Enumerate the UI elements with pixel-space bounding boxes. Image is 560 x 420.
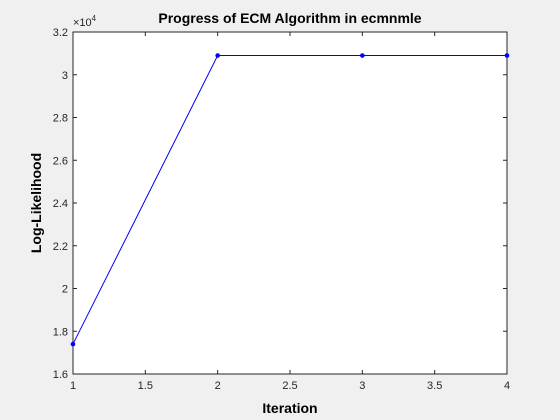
data-point xyxy=(504,53,510,58)
y-tick-label: 2.8 xyxy=(53,113,68,125)
y-axis-label: Log-Likelihood xyxy=(28,153,44,253)
x-tick-label: 1 xyxy=(70,380,76,392)
x-tick-label: 4 xyxy=(504,380,510,392)
y-tick-label: 2.4 xyxy=(53,198,68,210)
y-tick-label: 3.2 xyxy=(53,27,68,39)
data-point xyxy=(215,53,220,58)
series-layer xyxy=(70,53,510,347)
x-tick-label: 1.5 xyxy=(138,380,153,392)
y-tick-label: 3 xyxy=(62,70,68,82)
x-tick-label: 3.5 xyxy=(427,380,442,392)
x-axis-label: Iteration xyxy=(262,400,317,416)
y-exponent-base: ×10 xyxy=(73,17,92,29)
chart-title: Progress of ECM Algorithm in ecmnmle xyxy=(158,10,421,26)
y-tick-label: 2 xyxy=(62,284,68,296)
plot-area xyxy=(72,31,508,375)
y-axis-ticks: 1.6 1.8 2 2.2 2.4 2.6 2.8 3 3.2 xyxy=(53,27,507,381)
data-point xyxy=(70,341,76,347)
x-axis-ticks: 1 1.5 2 2.5 3 3.5 4 xyxy=(70,32,510,392)
data-point xyxy=(360,53,365,58)
y-tick-label: 1.6 xyxy=(53,369,68,381)
x-tick-label: 2.5 xyxy=(282,380,297,392)
y-exponent-label: ×104 xyxy=(73,14,97,29)
y-tick-label: 2.2 xyxy=(53,241,68,253)
y-tick-label: 2.6 xyxy=(53,155,68,167)
x-tick-label: 2 xyxy=(215,380,221,392)
x-tick-label: 3 xyxy=(359,380,365,392)
series-line xyxy=(72,55,507,345)
y-tick-label: 1.8 xyxy=(53,326,68,338)
y-exponent-power: 4 xyxy=(92,14,97,23)
